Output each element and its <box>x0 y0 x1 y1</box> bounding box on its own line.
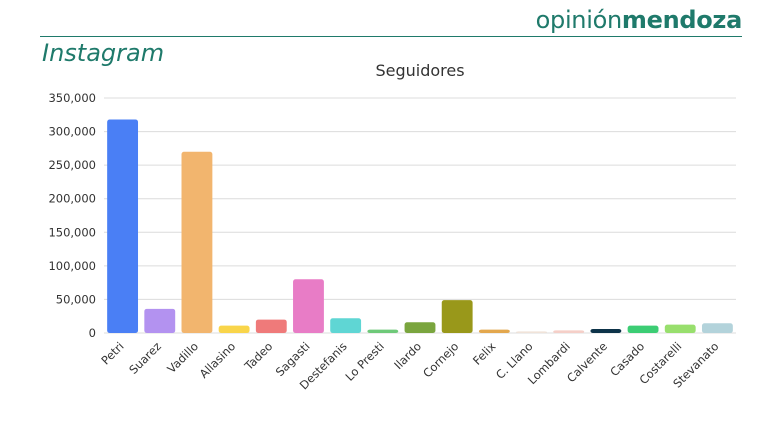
x-tick-label: Felix <box>470 339 499 368</box>
bar-ilardo <box>404 322 436 333</box>
bars <box>107 119 733 333</box>
bar-c-llano <box>516 331 547 333</box>
header-divider <box>40 36 742 37</box>
y-tick-label: 200,000 <box>48 192 96 206</box>
bar-sagasti <box>293 279 324 333</box>
x-tick-label: Tadeo <box>241 339 275 373</box>
bar-lo-presti <box>367 329 399 333</box>
bar-petri <box>107 119 139 333</box>
bar-tadeo <box>255 319 287 333</box>
bar-felix <box>478 329 510 333</box>
brand-logo: opiniónmendoza <box>535 6 743 34</box>
bar-costarelli <box>664 324 696 333</box>
bar-cornejo <box>441 300 473 333</box>
x-tick-label: Calvente <box>564 339 610 385</box>
section-title: Instagram <box>42 39 165 67</box>
bar-calvente <box>590 328 622 333</box>
x-tick-label: Cornejo <box>420 339 461 380</box>
x-tick-label: Allasino <box>197 339 239 381</box>
bar-suarez <box>144 308 176 333</box>
x-tick-label: Suarez <box>126 339 164 377</box>
x-tick-label: Lo Presti <box>342 339 386 383</box>
bar-lombardi <box>553 330 585 333</box>
x-tick-label: Petri <box>98 339 126 367</box>
bar-casado <box>627 325 659 333</box>
chart-title: Seguidores <box>375 61 465 80</box>
y-tick-label: 250,000 <box>48 158 96 172</box>
y-axis-ticks: 0 50,000 100,000 150,000 200,000 250,000 300,0… <box>48 91 96 340</box>
y-tick-label: 300,000 <box>48 125 96 139</box>
bar-vadillo <box>181 151 213 333</box>
y-tick-label: 0 <box>89 326 96 340</box>
brand-logo-light: opinión <box>535 6 623 34</box>
x-tick-label: Ilardo <box>391 339 424 372</box>
bar-destefanis <box>330 318 362 333</box>
y-tick-label: 100,000 <box>48 259 96 273</box>
x-tick-label: Vadillo <box>164 339 201 376</box>
y-tick-label: 150,000 <box>48 225 96 239</box>
bar-stevanato <box>701 323 733 333</box>
y-tick-label: 350,000 <box>48 91 96 105</box>
bar-allasino <box>218 325 250 333</box>
y-tick-label: 50,000 <box>56 292 96 306</box>
brand-logo-bold: mendoza <box>621 6 742 34</box>
